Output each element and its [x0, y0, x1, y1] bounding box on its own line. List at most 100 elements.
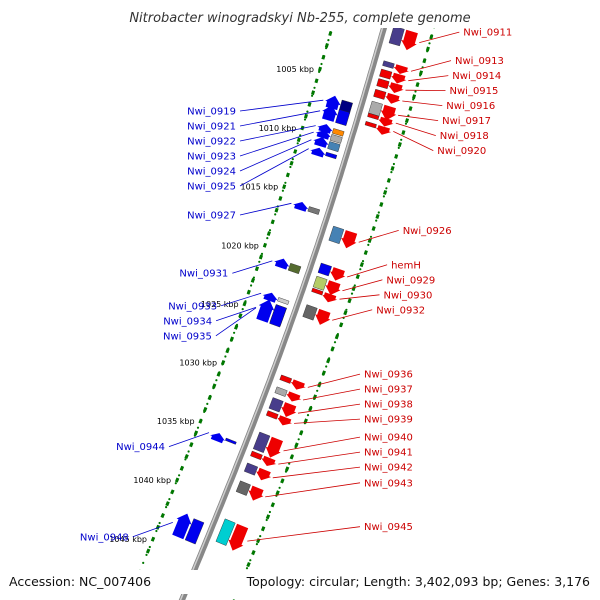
leader-line [132, 522, 173, 538]
gene-label[interactable]: Nwi_0917 [442, 116, 491, 127]
gene-cog-box [379, 68, 393, 80]
scale-dot-right [392, 162, 395, 166]
gene-label[interactable]: Nwi_0913 [455, 56, 504, 67]
kbp-label: 1030 kbp [179, 359, 217, 368]
gene-Nwi_0943[interactable] [235, 480, 264, 501]
gene-strand-arrow [293, 202, 309, 212]
gene-Nwi_0931[interactable] [274, 258, 302, 275]
gene-label[interactable]: Nwi_0937 [364, 385, 413, 396]
gene-Nwi_0933[interactable] [262, 292, 290, 305]
gene-Nwi_0938[interactable] [268, 397, 297, 418]
gene-Nwi_0945[interactable] [215, 518, 249, 551]
gene-strand-arrow [388, 82, 404, 93]
gene-label[interactable]: Nwi_0948 [80, 532, 129, 543]
gene-label[interactable]: Nwi_0930 [384, 290, 433, 301]
gene-strand-arrow [375, 125, 391, 135]
gene-Nwi_0918[interactable] [367, 112, 394, 127]
gene-Nwi_0923[interactable] [315, 130, 343, 144]
gene-Nwi_0925[interactable] [310, 147, 338, 160]
gene-label[interactable]: Nwi_0920 [437, 146, 486, 157]
kbp-tick-right [383, 189, 388, 195]
gene-label[interactable]: Nwi_0935 [163, 331, 212, 342]
leader-line [358, 230, 399, 243]
gene-label[interactable]: Nwi_0911 [463, 28, 512, 39]
gene-label[interactable]: Nwi_0936 [364, 370, 413, 381]
gene-label[interactable]: Nwi_0939 [364, 415, 413, 426]
gene-Nwi_0935[interactable] [256, 299, 287, 328]
gene-label[interactable]: Nwi_0927 [187, 211, 236, 222]
gene-Nwi_0936[interactable] [279, 374, 306, 390]
gene-Nwi_0926[interactable] [328, 225, 358, 249]
gene-label[interactable]: Nwi_0941 [364, 448, 413, 459]
kbp-tick-left [324, 43, 329, 48]
gene-Nwi_0930[interactable] [311, 287, 338, 303]
gene-label[interactable]: Nwi_0933 [168, 301, 217, 312]
kbp-tick-right [260, 526, 266, 532]
gene-label[interactable]: Nwi_0942 [364, 463, 413, 474]
gene-label[interactable]: Nwi_0915 [450, 86, 499, 97]
gene-Nwi_0913[interactable] [382, 60, 409, 74]
kbp-tick-right [317, 382, 322, 388]
kbp-label: 1025 kbp [201, 300, 239, 309]
gene-label[interactable]: Nwi_0934 [163, 316, 212, 327]
gene-label[interactable]: Nwi_0945 [364, 522, 413, 533]
kbp-tick-right [326, 358, 331, 364]
gene-Nwi_0932[interactable] [302, 304, 331, 325]
gene-Nwi_0911[interactable] [388, 25, 418, 51]
gene-strand-arrow [322, 105, 338, 122]
gene-Nwi_0917[interactable] [368, 100, 397, 121]
gene-Nwi_0916[interactable] [373, 88, 401, 104]
gene-Nwi_0924[interactable] [313, 137, 341, 153]
kbp-tick-right [321, 370, 326, 376]
leader-line [395, 122, 436, 136]
gene-Nwi_0944[interactable] [210, 433, 237, 445]
gene-Nwi_0940[interactable] [252, 431, 283, 458]
scale-dot-right [412, 98, 415, 101]
gene-label[interactable]: Nwi_0924 [187, 167, 236, 178]
gene-Nwi_0929[interactable] [312, 275, 341, 295]
scale-dot-right [359, 268, 362, 271]
kbp-tick-right [275, 490, 280, 496]
topology-text: Topology: circular; Length: 3,402,093 bp… [246, 574, 590, 589]
gene-Nwi_0915[interactable] [376, 78, 404, 94]
gene-Nwi_0948[interactable] [172, 513, 205, 545]
gene-label[interactable]: Nwi_0923 [187, 152, 236, 163]
leader-line [402, 100, 443, 106]
gene-label[interactable]: Nwi_0938 [364, 400, 413, 411]
gene-label[interactable]: hemH [391, 260, 421, 271]
gene-Nwi_0914[interactable] [379, 68, 407, 84]
gene-label[interactable]: Nwi_0931 [179, 269, 228, 280]
gene-Nwi_0922[interactable] [317, 124, 345, 137]
gene-hemH[interactable] [317, 262, 346, 281]
kbp-tick-left [293, 149, 298, 154]
scale-dot-left [178, 474, 181, 477]
gene-label[interactable]: Nwi_0918 [440, 131, 489, 142]
gene-Nwi_0921[interactable] [322, 105, 351, 126]
gene-Nwi_0927[interactable] [293, 202, 321, 215]
gene-Nwi_0939[interactable] [265, 410, 292, 426]
kbp-label: 1015 kbp [240, 183, 278, 192]
kbp-tick-right [371, 226, 376, 231]
gene-strand-arrow [248, 485, 264, 501]
gene-label[interactable]: Nwi_0944 [116, 442, 165, 453]
gene-label[interactable]: Nwi_0921 [187, 122, 236, 133]
gene-Nwi_0920[interactable] [364, 121, 391, 135]
gene-label[interactable]: Nwi_0914 [452, 71, 501, 82]
gene-label[interactable]: Nwi_0932 [376, 305, 425, 316]
gene-strand-arrow [325, 280, 341, 295]
gene-label[interactable]: Nwi_0926 [403, 226, 452, 237]
gene-Nwi_0942[interactable] [243, 462, 271, 481]
gene-label[interactable]: Nwi_0929 [386, 275, 435, 286]
gene-label[interactable]: Nwi_0922 [187, 137, 236, 148]
gene-Nwi_0941[interactable] [250, 450, 277, 466]
gene-label[interactable]: Nwi_0943 [364, 478, 413, 489]
gene-label[interactable]: Nwi_0925 [187, 182, 236, 193]
gene-label[interactable]: Nwi_0916 [446, 101, 495, 112]
kbp-tick-left [254, 266, 260, 272]
gene-label[interactable]: Nwi_0919 [187, 107, 236, 118]
gene-label[interactable]: Nwi_0940 [364, 433, 413, 444]
gene-cog-box [269, 304, 287, 328]
gene-strand-arrow [210, 433, 225, 444]
gene-Nwi_0937[interactable] [274, 386, 302, 402]
